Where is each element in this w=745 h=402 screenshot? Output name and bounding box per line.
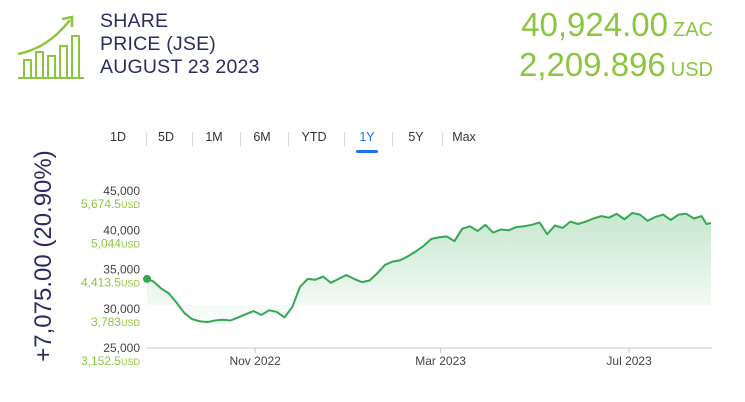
price-usd: 2,209.896 USD	[519, 46, 713, 84]
x-tick-label: Nov 2022	[229, 354, 281, 368]
tab-1d[interactable]: 1D	[110, 130, 126, 144]
tab-divider	[392, 132, 393, 146]
price-line	[146, 212, 712, 324]
tab-max[interactable]: Max	[452, 130, 476, 144]
tab-divider	[344, 132, 345, 146]
price-zac: 40,924.00 ZAC	[521, 6, 713, 44]
tab-1y[interactable]: 1Y	[359, 130, 375, 144]
y-tick-label-usd: 5,674.5USD	[81, 197, 141, 211]
title-line-3: AUGUST 23 2023	[100, 56, 260, 78]
y-tick-usd-unit: USD	[121, 200, 141, 210]
title-line-1: SHARE	[100, 10, 169, 32]
price-zac-currency: ZAC	[673, 19, 713, 41]
y-tick-label-usd: 3,152.5USD	[81, 354, 141, 368]
price-zac-value: 40,924.00	[521, 6, 668, 43]
tab-divider	[146, 132, 147, 146]
tab-divider	[288, 132, 289, 146]
y-tick-usd-value: 5,044	[91, 236, 121, 250]
title-line-2: PRICE (JSE)	[100, 33, 216, 55]
y-tick-usd-unit: USD	[121, 357, 141, 367]
y-tick-label-zar: 25,000	[103, 341, 140, 355]
y-tick-usd-value: 5,674.5	[81, 197, 121, 211]
start-point-marker	[143, 274, 151, 283]
y-tick-label-zar: 35,000	[103, 263, 140, 277]
page-title: SHARE PRICE (JSE) AUGUST 23 2023	[100, 10, 260, 79]
y-tick-usd-value: 3,783	[91, 315, 121, 329]
y-tick-usd-unit: USD	[121, 318, 141, 328]
tab-divider	[240, 132, 241, 146]
y-tick-label-usd: 3,783USD	[91, 315, 141, 329]
y-tick-label-zar: 40,000	[103, 223, 140, 237]
tab-5d[interactable]: 5D	[158, 130, 174, 144]
x-tick-label: Jul 2023	[606, 354, 652, 368]
tab-6m[interactable]: 6M	[253, 130, 271, 144]
active-tab-indicator	[356, 150, 378, 153]
tab-1m[interactable]: 1M	[205, 130, 223, 144]
price-area-fill	[147, 213, 711, 323]
tab-5y[interactable]: 5Y	[408, 130, 424, 144]
y-tick-usd-value: 3,152.5	[81, 354, 121, 368]
tab-divider	[192, 132, 193, 146]
y-tick-usd-unit: USD	[121, 279, 141, 289]
y-tick-label-usd: 5,044USD	[91, 236, 141, 250]
tab-divider	[442, 132, 443, 146]
rising-chart-icon	[17, 15, 84, 79]
tab-ytd[interactable]: YTD	[301, 130, 327, 144]
y-tick-label-zar: 30,000	[103, 302, 140, 316]
x-tick-label: Mar 2023	[415, 354, 466, 368]
y-tick-usd-value: 4,413.5	[81, 276, 121, 290]
price-usd-currency: USD	[670, 59, 713, 81]
y-tick-label-zar: 45,000	[103, 184, 140, 198]
y-tick-label-usd: 4,413.5USD	[81, 276, 141, 290]
y-tick-usd-unit: USD	[121, 239, 141, 249]
price-usd-value: 2,209.896	[518, 46, 666, 83]
range-tabs: 1D 5D 1M 6M YTD 1Y 5Y Max	[100, 130, 490, 154]
